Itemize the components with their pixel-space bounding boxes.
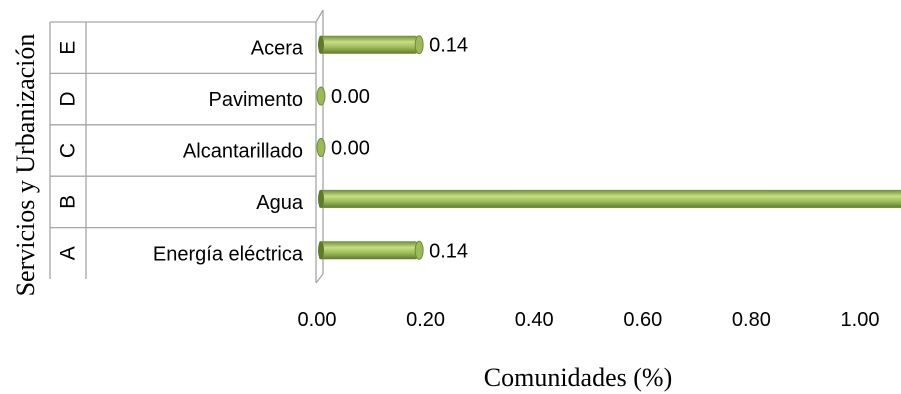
category-letter: B — [57, 195, 80, 209]
x-axis-ticks: 0.00 0.20 0.40 0.60 0.80 1.00 — [298, 309, 880, 331]
data-label: 0.14 — [429, 240, 468, 262]
bar-end-cap — [316, 86, 326, 106]
category-label: Pavimento — [209, 89, 304, 111]
bar-end-cap — [414, 240, 424, 260]
data-label: 0.00 — [331, 138, 370, 160]
category-letter: C — [57, 143, 80, 158]
bar — [316, 138, 326, 157]
bar-base-cap — [318, 189, 324, 208]
bar — [318, 189, 901, 208]
data-label: 0.00 — [331, 86, 370, 108]
category-letter: D — [57, 92, 80, 107]
category-letter: A — [57, 246, 80, 260]
x-tick-label: 0.80 — [732, 309, 771, 331]
x-axis-title: Comunidades (%) — [484, 363, 672, 392]
y-axis-title: Servicios y Urbanización — [11, 34, 40, 297]
bar-body — [319, 35, 418, 54]
bar — [318, 240, 424, 260]
x-tick-label: 1.00 — [841, 309, 880, 331]
wall-top-edge — [315, 9, 324, 23]
bar-series: 0.141.000.000.000.14 — [316, 35, 901, 262]
bar — [316, 86, 326, 106]
bar-end-cap — [414, 35, 424, 55]
category-label: Agua — [256, 192, 304, 214]
x-tick-label: 0.20 — [406, 309, 445, 331]
x-tick-label: 0.40 — [515, 309, 554, 331]
bar-base-cap — [318, 35, 324, 54]
category-label: Acera — [251, 38, 304, 60]
x-tick-label: 0.60 — [623, 309, 662, 331]
bar-end-cap — [316, 138, 326, 157]
bar-body — [319, 241, 418, 260]
bar-base-cap — [318, 241, 324, 260]
bar — [318, 35, 424, 55]
data-label: 0.14 — [429, 35, 468, 57]
category-label: Energía eléctrica — [153, 243, 304, 265]
bar-body — [319, 189, 901, 208]
x-tick-label: 0.00 — [298, 309, 337, 331]
category-letter: E — [57, 41, 80, 55]
wall-bottom-edge — [315, 273, 324, 284]
category-axis: A Energía eléctrica B Agua C Alcantarillado D P… — [50, 38, 316, 265]
category-label: Alcantarillado — [183, 141, 303, 163]
